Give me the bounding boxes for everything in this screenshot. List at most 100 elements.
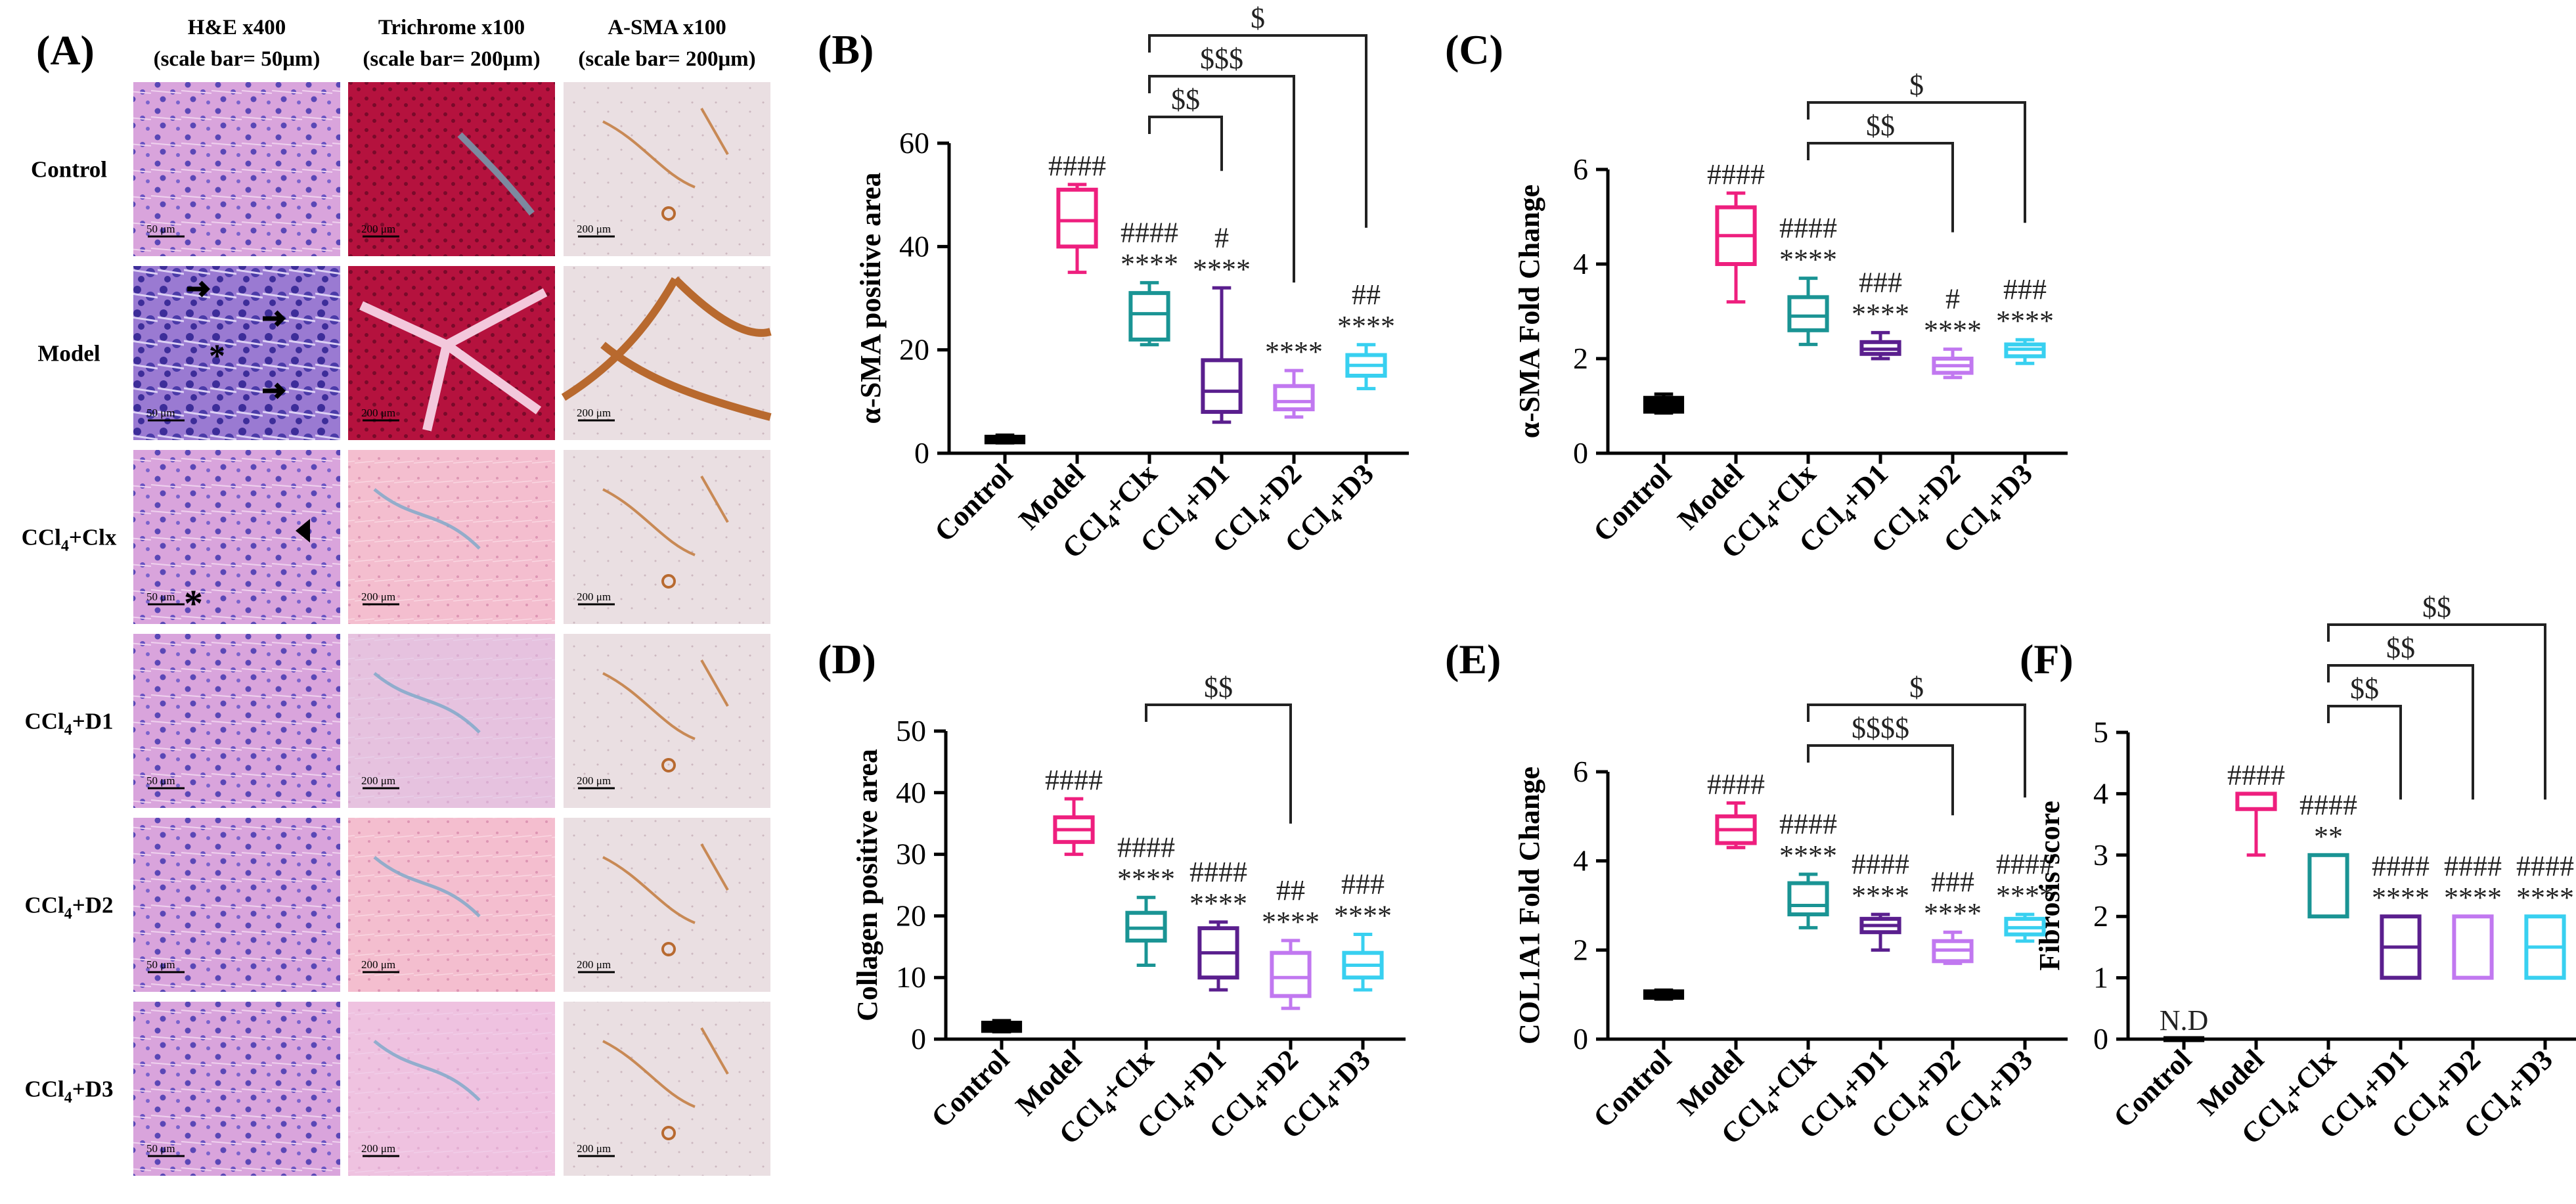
panel-label: (B) bbox=[818, 26, 874, 73]
significance-marker: N.D bbox=[2160, 1004, 2209, 1037]
scale-bar-label: 50 μm bbox=[146, 407, 175, 419]
y-axis-label: Collagen positive area bbox=[851, 749, 883, 1021]
box-plot bbox=[1932, 347, 1974, 380]
collagen-fiber bbox=[373, 488, 481, 550]
significance-marker: **** bbox=[1852, 880, 1909, 912]
arrow-marker bbox=[187, 280, 210, 298]
significance-marker: **** bbox=[1779, 244, 1837, 276]
significance-marker: **** bbox=[1337, 310, 1395, 342]
bracket-line bbox=[1145, 703, 1292, 824]
comparison-bracket: $$$$ bbox=[1807, 712, 1954, 816]
scale-bar-label: 50 μm bbox=[146, 774, 175, 787]
significance-marker: ## bbox=[1276, 874, 1305, 906]
row-label-main: Control bbox=[31, 157, 107, 183]
scale-bar-label: 200 μm bbox=[361, 223, 395, 235]
y-tick-label: 20 bbox=[896, 899, 926, 932]
box-plot bbox=[2163, 1036, 2205, 1042]
y-tick-label: 0 bbox=[2093, 1022, 2108, 1056]
significance-marker: ## bbox=[1352, 279, 1381, 311]
significance-marker: ### bbox=[1341, 868, 1385, 901]
histology-image: 200 μm bbox=[348, 450, 555, 624]
arrow-marker bbox=[263, 310, 286, 327]
bracket-line bbox=[2327, 664, 2474, 800]
box-iqr bbox=[1643, 395, 1685, 414]
box-plot bbox=[1273, 368, 1315, 419]
comparison-bracket: $ bbox=[1807, 671, 2026, 798]
row-label: CCl4+D2 bbox=[24, 893, 113, 923]
tissue-texture bbox=[133, 1002, 340, 1176]
tissue-texture bbox=[133, 82, 340, 256]
column-header-title: H&E x400 bbox=[188, 16, 286, 39]
tissue-texture bbox=[133, 818, 340, 992]
bracket-label: $$ bbox=[2386, 632, 2415, 664]
histology-image: 200 μm bbox=[348, 818, 555, 992]
bracket-line bbox=[2327, 705, 2402, 800]
bracket-line bbox=[1807, 744, 1954, 816]
significance-marker: #### bbox=[1048, 150, 1106, 182]
box-iqr bbox=[1201, 358, 1243, 414]
box-plot bbox=[1342, 933, 1384, 992]
column-header-title: A-SMA x100 bbox=[608, 16, 726, 39]
y-tick-label: 60 bbox=[899, 126, 929, 160]
collagen-fiber bbox=[373, 1040, 481, 1102]
box-iqr bbox=[1787, 295, 1829, 332]
row-label-suffix: +D2 bbox=[72, 893, 114, 918]
significance-marker: **** bbox=[1852, 298, 1909, 330]
row-label: Control bbox=[31, 157, 107, 183]
scale-bar-label: 50 μm bbox=[146, 223, 175, 235]
histology-image: 200 μm bbox=[561, 266, 772, 440]
column-header-scale: (scale bar= 200μm) bbox=[578, 47, 755, 71]
tissue-wash bbox=[348, 818, 555, 992]
box-plot bbox=[2004, 912, 2046, 943]
box-plot bbox=[1201, 286, 1243, 424]
x-tick-label: Control bbox=[1587, 1043, 1677, 1134]
scale-bar-label: 200 μm bbox=[577, 591, 611, 603]
column-header-scale: (scale bar= 50μm) bbox=[154, 47, 321, 71]
bracket-line bbox=[2327, 623, 2546, 800]
bracket-line bbox=[1807, 101, 2026, 223]
box-plot bbox=[1056, 183, 1098, 275]
row-label-subscript: 4 bbox=[64, 906, 72, 923]
y-tick-label: 3 bbox=[2093, 838, 2108, 872]
box-iqr bbox=[1128, 291, 1170, 342]
significance-marker: **** bbox=[1996, 305, 2054, 337]
collagen-fiber bbox=[359, 288, 548, 432]
box-iqr bbox=[2163, 1036, 2205, 1042]
significance-marker: ### bbox=[2003, 273, 2047, 305]
significance-marker: #### bbox=[2444, 850, 2502, 882]
histology-image: 50 μm bbox=[133, 634, 340, 808]
histology-image: 200 μm bbox=[348, 634, 555, 808]
significance-marker: **** bbox=[1779, 839, 1837, 872]
comparison-bracket: $$ bbox=[1148, 83, 1223, 171]
comparison-bracket: $ bbox=[1148, 2, 1367, 228]
tissue-texture bbox=[133, 634, 340, 808]
panel-label: (F) bbox=[2020, 636, 2074, 682]
significance-marker: **** bbox=[1117, 862, 1175, 895]
y-tick-label: 10 bbox=[896, 960, 926, 994]
significance-marker: #### bbox=[1707, 158, 1765, 190]
collagen-fiber bbox=[373, 672, 481, 734]
significance-marker: **** bbox=[1924, 897, 1982, 929]
significance-marker: **** bbox=[1334, 900, 1392, 932]
comparison-bracket: $$$ bbox=[1148, 43, 1295, 283]
collagen-fiber bbox=[373, 856, 481, 918]
row-label: CCl4+D3 bbox=[24, 1077, 113, 1107]
box-iqr bbox=[981, 1021, 1023, 1033]
x-tick-label: Control bbox=[925, 1043, 1015, 1134]
box-iqr bbox=[984, 434, 1026, 445]
histology-image: 200 μm bbox=[564, 450, 770, 624]
significance-marker: ### bbox=[1859, 266, 1902, 298]
significance-marker: #### bbox=[1045, 764, 1103, 796]
histology-image: 200 μm bbox=[348, 266, 555, 440]
sma-stain bbox=[602, 476, 729, 556]
bracket-line bbox=[1807, 703, 2026, 798]
significance-marker: #### bbox=[2299, 789, 2357, 821]
y-tick-label: 4 bbox=[1573, 844, 1588, 878]
significance-marker: #### bbox=[2516, 850, 2574, 882]
y-tick-label: 4 bbox=[2093, 776, 2108, 810]
